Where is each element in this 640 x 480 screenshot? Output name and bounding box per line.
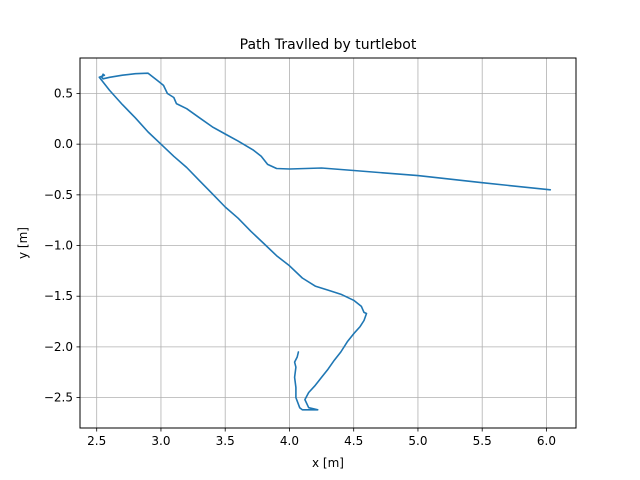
y-axis-label: y [m]: [16, 227, 30, 259]
series-layer: [98, 72, 552, 411]
grid-layer: [80, 58, 576, 428]
y-tick-label: −0.5: [44, 188, 73, 202]
x-tick-label: 5.5: [473, 434, 492, 448]
y-tick-label: 0.5: [54, 86, 73, 100]
x-axis-label: x [m]: [312, 456, 344, 470]
y-tick-label: −2.0: [44, 340, 73, 354]
tick-layer: 2.5 3.0 3.5 4.0 4.5 5.0 5.5 6.0 0.5 0.0 −0.5 −1.0 −1…: [44, 86, 556, 448]
x-tick-label: 2.5: [87, 434, 106, 448]
chart-title: Path Travlled by turtlebot: [240, 37, 417, 53]
x-tick-label: 4.0: [280, 434, 299, 448]
y-tick-label: 0.0: [54, 137, 73, 151]
x-tick-label: 6.0: [537, 434, 556, 448]
x-tick-label: 3.5: [216, 434, 235, 448]
x-tick-label: 4.5: [344, 434, 363, 448]
y-tick-label: −2.5: [44, 391, 73, 405]
series-line-0: [98, 72, 552, 411]
axes-frame: [79, 57, 577, 429]
x-tick-label: 5.0: [408, 434, 427, 448]
y-tick-label: −1.0: [44, 239, 73, 253]
y-tick-label: −1.5: [44, 289, 73, 303]
x-tick-label: 3.0: [151, 434, 170, 448]
